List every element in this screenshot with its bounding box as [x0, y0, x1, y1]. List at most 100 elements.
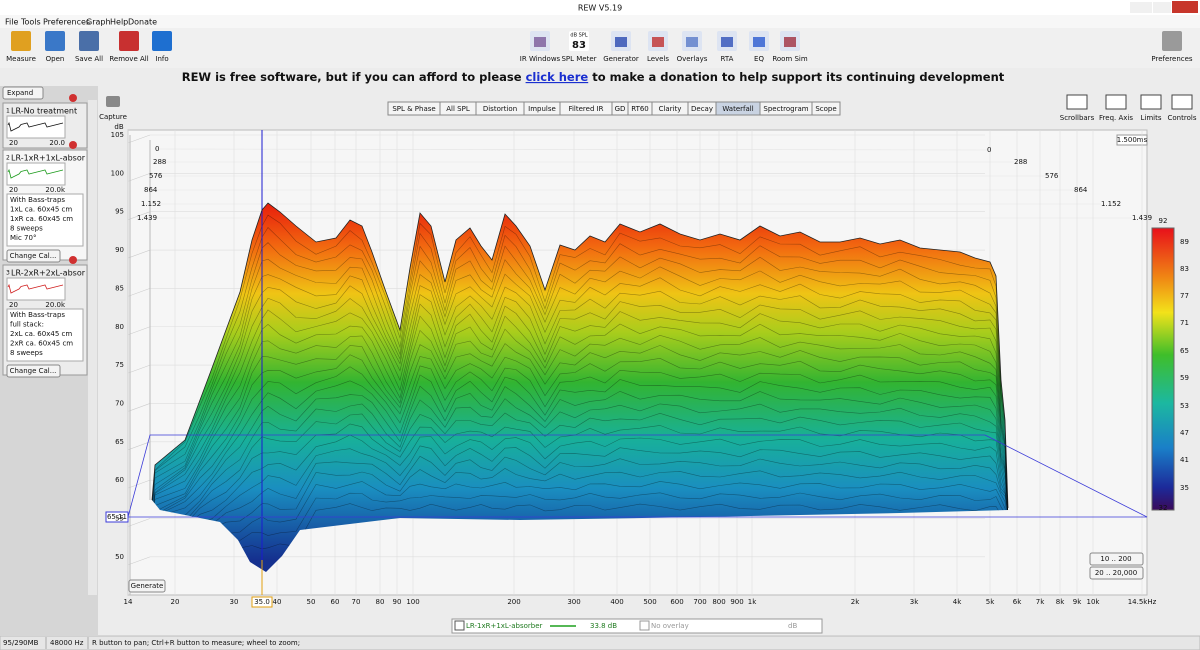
menu-bar	[0, 15, 1200, 28]
tool-label: Scrollbars	[1060, 114, 1095, 122]
cursor-freq: 35.0	[254, 598, 270, 606]
tool-label: Freq. Axis	[1099, 114, 1133, 122]
tool-label: Remove All	[109, 55, 148, 63]
status-text: 95/290MB	[3, 639, 39, 647]
measurement-number: 1	[6, 108, 10, 115]
range-full-label: 20 .. 20,000	[1095, 569, 1137, 577]
tool-icon[interactable]	[1162, 31, 1182, 51]
tool-label: IR Windows	[520, 55, 561, 63]
thumb-axis-min: 20	[9, 301, 18, 309]
expand-label: Expand	[7, 89, 33, 97]
x-tick-label: 5k	[986, 598, 995, 606]
graph-tab-label: RT60	[631, 105, 649, 113]
note-line: 2xR ca. 60x45 cm	[10, 340, 73, 348]
x-tick-label: 200	[507, 598, 520, 606]
remove-icon[interactable]	[69, 141, 77, 149]
time-tick-label: 288	[1014, 158, 1027, 166]
minimize-button[interactable]	[1130, 2, 1152, 13]
toolbar	[0, 28, 1200, 68]
tool-icon[interactable]	[45, 31, 65, 51]
time-tick-label: 576	[1045, 172, 1059, 180]
maximize-button[interactable]	[1153, 2, 1171, 13]
tool-icon[interactable]	[1172, 95, 1192, 109]
measurement-thumbnail	[7, 278, 65, 300]
tool-glyph	[652, 37, 664, 47]
tool-glyph	[784, 37, 796, 47]
legend-name: LR-1xR+1xL-absorber	[466, 622, 543, 630]
note-line: 1xL ca. 60x45 cm	[10, 206, 72, 214]
legend-checkbox[interactable]	[455, 621, 464, 630]
colorbar-label: 89	[1180, 238, 1189, 246]
tool-label: Save All	[75, 55, 103, 63]
y-tick-label: 105	[111, 131, 124, 139]
colorbar-label: 41	[1180, 456, 1189, 464]
y-tick-label: 100	[111, 169, 124, 177]
tool-icon[interactable]	[11, 31, 31, 51]
time-tick-label: 576	[149, 172, 163, 180]
y-tick-label: 75	[115, 361, 124, 369]
banner-link[interactable]: click here	[526, 70, 589, 84]
remove-icon[interactable]	[69, 256, 77, 264]
graph-tab-label: Scope	[815, 105, 836, 113]
x-tick-label: 6k	[1013, 598, 1022, 606]
tool-glyph	[753, 37, 765, 47]
colorbar-label: 59	[1180, 374, 1189, 382]
overlay-checkbox[interactable]	[640, 621, 649, 630]
x-tick-label: 70	[352, 598, 361, 606]
sidebar-scrollbar[interactable]	[88, 100, 97, 595]
graph-tab-label: SPL & Phase	[392, 105, 435, 113]
colorbar-label: 47	[1180, 429, 1189, 437]
x-tick-label: 80	[376, 598, 385, 606]
tool-label: Open	[46, 55, 65, 63]
colorbar	[1152, 228, 1174, 510]
y-tick-label: 90	[115, 246, 124, 254]
tool-icon[interactable]	[119, 31, 139, 51]
remove-icon[interactable]	[69, 94, 77, 102]
colorbar-label: 92	[1159, 217, 1168, 225]
x-tick-label: 2k	[851, 598, 860, 606]
banner-after: to make a donation to help support its c…	[592, 70, 1005, 84]
tool-label: Controls	[1168, 114, 1197, 122]
y-tick-label: 60	[115, 476, 124, 484]
x-tick-label: 100	[406, 598, 419, 606]
y-tick-label: 55	[115, 515, 124, 523]
tool-label: Info	[155, 55, 168, 63]
capture-label: Capture	[99, 113, 127, 121]
tool-label: Room Sim	[772, 55, 808, 63]
capture-icon[interactable]	[106, 96, 120, 107]
time-tick-label: 1.439	[1132, 214, 1152, 222]
tool-icon[interactable]	[1067, 95, 1087, 109]
note-line: 2xL ca. 60x45 cm	[10, 330, 72, 338]
time-tick-label: 288	[153, 158, 166, 166]
graph-tab-label: GD	[615, 105, 626, 113]
colorbar-label: 53	[1180, 402, 1189, 410]
x-tick-label: 10k	[1087, 598, 1101, 606]
close-button[interactable]	[1172, 1, 1198, 13]
tool-icon[interactable]	[152, 31, 172, 51]
x-tick-label: 50	[307, 598, 316, 606]
tool-glyph	[615, 37, 627, 47]
measurement-number: 3	[6, 270, 10, 277]
generate-label: Generate	[131, 582, 164, 590]
tool-label: Levels	[647, 55, 669, 63]
x-tick-label: 400	[610, 598, 623, 606]
graph-tab-label: Clarity	[659, 105, 682, 113]
tool-icon[interactable]	[79, 31, 99, 51]
banner-before: REW is free software, but if you can aff…	[182, 70, 522, 84]
time-tick-label: 1.152	[141, 200, 161, 208]
graph-tab-label: Filtered IR	[568, 105, 603, 113]
x-tick-label: 4k	[953, 598, 962, 606]
x-tick-label: 1k	[748, 598, 757, 606]
tool-icon[interactable]	[1106, 95, 1126, 109]
time-tick-label: 0	[987, 146, 991, 154]
x-tick-label: 90	[393, 598, 402, 606]
menu-item: File	[5, 18, 18, 27]
tool-label: Generator	[603, 55, 639, 63]
time-tick-label: 864	[144, 186, 158, 194]
graph-tab-label: All SPL	[446, 105, 470, 113]
measurement-number: 2	[6, 155, 10, 162]
time-tick-label: 1.439	[137, 214, 157, 222]
x-tick-label: 40	[273, 598, 282, 606]
tool-icon[interactable]	[1141, 95, 1161, 109]
